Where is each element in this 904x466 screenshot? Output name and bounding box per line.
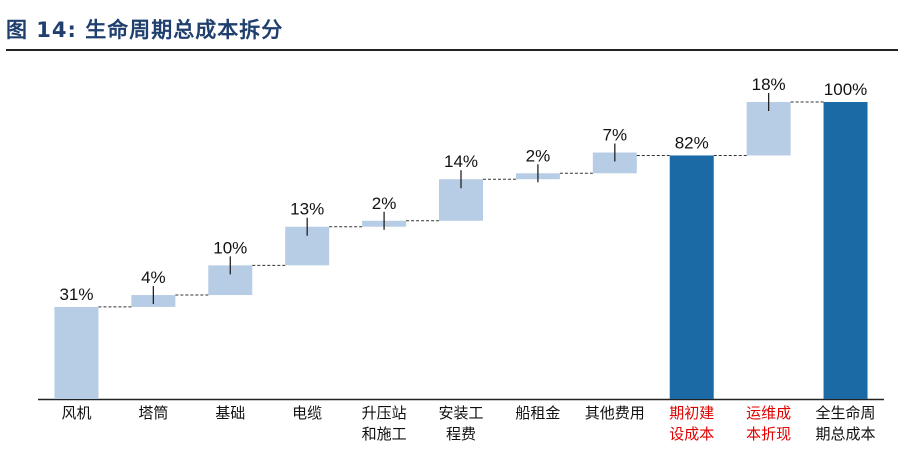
- category-label-3-line-0: 电缆: [292, 404, 322, 422]
- value-label-7: 7%: [603, 125, 628, 144]
- bar-8: [669, 155, 714, 399]
- value-label-8: 82%: [675, 133, 709, 152]
- value-label-1: 4%: [141, 268, 166, 287]
- category-label-0-line-0: 风机: [61, 404, 91, 422]
- value-label-4: 2%: [372, 194, 397, 213]
- bar-7: [592, 152, 637, 174]
- category-label-2-line-0: 基础: [215, 404, 245, 422]
- value-label-0: 31%: [59, 285, 93, 304]
- category-label-4-line-0: 升压站: [362, 404, 407, 422]
- bars-layer: [38, 93, 884, 401]
- figure-title: 图 14: 生命周期总成本拆分: [6, 18, 284, 42]
- category-label-5-line-1: 程费: [446, 425, 476, 443]
- value-labels-layer: 31% 4% 10% 13% 2% 14% 2% 7% 82% 18% 100%: [59, 75, 867, 304]
- category-label-10-line-0: 全生命周: [816, 404, 876, 422]
- value-label-9: 18%: [752, 75, 786, 94]
- connectors-layer: [98, 101, 824, 308]
- value-label-10: 100%: [824, 80, 867, 99]
- category-label-4-line-1: 和施工: [362, 425, 407, 443]
- category-label-8-line-1: 设成本: [669, 425, 714, 443]
- category-label-6-line-0: 船租金: [515, 404, 560, 422]
- value-label-5: 14%: [444, 152, 478, 171]
- bar-0: [54, 306, 99, 399]
- bar-10: [823, 102, 868, 399]
- category-label-9-line-1: 本折现: [746, 425, 791, 443]
- title-divider: [6, 49, 898, 51]
- category-label-10-line-1: 期总成本: [816, 425, 876, 443]
- category-label-1-line-0: 塔筒: [138, 404, 168, 422]
- value-label-2: 10%: [213, 238, 247, 257]
- category-label-8-line-0: 期初建: [669, 404, 714, 422]
- category-label-7-line-0: 其他费用: [585, 404, 645, 422]
- category-label-5-line-0: 安装工: [438, 404, 483, 422]
- value-label-3: 13%: [290, 200, 324, 219]
- category-label-9-line-0: 运维成: [746, 404, 791, 422]
- value-label-6: 2%: [526, 146, 551, 165]
